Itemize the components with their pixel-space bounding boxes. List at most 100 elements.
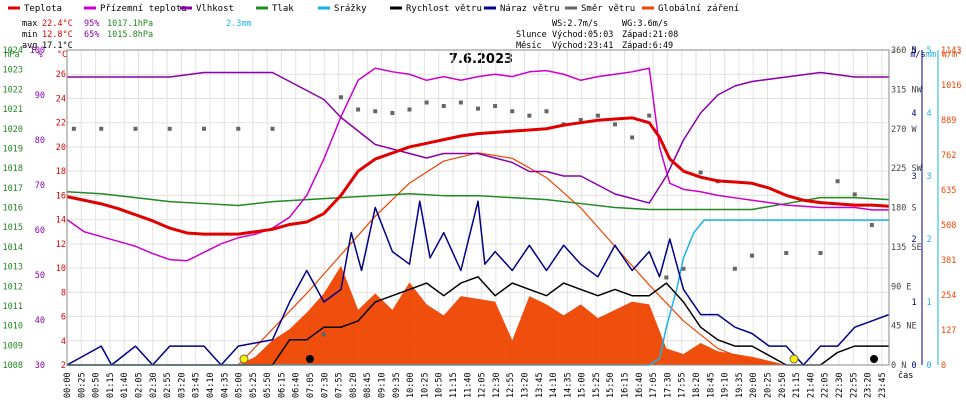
wind-direction-point (390, 111, 395, 115)
moonset-marker-icon (306, 355, 314, 363)
wind-direction-point (167, 126, 172, 131)
x-tick-label: 00:00 (63, 372, 73, 398)
wind-direction-point (630, 135, 635, 140)
x-tick-label: 10:00 (406, 372, 416, 398)
stats-max-temp: 22.4°C (42, 19, 73, 29)
x-tick-label: 21:15 (792, 372, 802, 398)
x-tick-label: 02:55 (163, 372, 173, 398)
legend-entry: Tlak (272, 4, 294, 14)
tick-label-mm: 1 (926, 298, 931, 308)
tick-label-ms: 1 (911, 298, 916, 308)
legend-entry: Teplota (24, 4, 62, 14)
x-tick-label: 11:15 (449, 372, 459, 398)
info-moon-rise: Východ:23:41 (552, 41, 613, 51)
info-sun-label: Slunce (516, 30, 547, 40)
tick-label-temp: 8 (61, 288, 66, 298)
x-tick-label: 22:30 (835, 372, 845, 398)
x-tick-label: 01:40 (120, 372, 130, 398)
wind-direction-point (750, 253, 754, 258)
x-tick-label: 09:10 (378, 372, 388, 398)
series-line-p-zemn-teplota (66, 67, 889, 262)
x-tick-label: 07:55 (335, 372, 345, 398)
x-tick-label: 15:25 (592, 372, 602, 398)
tick-label-pct: 70 (35, 181, 45, 191)
x-tick-label: 04:35 (220, 372, 230, 398)
x-tick-label: 17:55 (678, 372, 688, 398)
wind-direction-point (544, 109, 549, 114)
x-tick-label: 08:20 (349, 372, 359, 398)
tick-label-deg: 0 N (891, 361, 906, 371)
tick-label-wm2: 381 (941, 256, 956, 266)
x-tick-label: 14:10 (549, 372, 559, 398)
tick-label-wm2: 508 (941, 221, 956, 231)
sunset-marker-icon (789, 354, 799, 364)
axis-title-deg: ° (890, 50, 895, 60)
x-tick-label: 07:30 (320, 372, 330, 398)
info-block: WS:2.7m/s WG:3.6m/s Slunce Východ:05:03 … (516, 19, 678, 51)
wind-direction-point (578, 118, 583, 122)
x-tick-label: 10:50 (435, 372, 445, 398)
wind-direction-point (698, 170, 703, 175)
tick-label-ms: 0 (911, 361, 916, 371)
x-tick-label: 09:35 (392, 372, 402, 398)
x-tick-label: 17:05 (649, 372, 659, 398)
tick-label-pct: 60 (35, 226, 45, 236)
series-line-sr-ky (67, 219, 889, 366)
x-tick-label: 17:30 (663, 372, 673, 398)
series-line-vlhkost (67, 71, 889, 204)
wind-direction-point (133, 126, 138, 131)
x-tick-label: 04:10 (206, 372, 216, 398)
x-tick-label: 12:30 (492, 372, 502, 398)
wind-direction-point (527, 113, 532, 118)
tick-label-deg: 135 SE (891, 243, 922, 253)
tick-label-temp: 6 (61, 313, 66, 323)
wind-direction-point (476, 106, 480, 111)
tick-label-wm2: 635 (941, 186, 956, 196)
info-wg: WG:3.6m/s (622, 19, 668, 29)
x-tick-label: 12:55 (506, 372, 516, 398)
wind-direction-point (869, 223, 874, 227)
tick-label-temp: 22 (56, 119, 66, 129)
wind-direction-point (835, 179, 840, 184)
tick-label-pct: 50 (35, 271, 45, 281)
wind-direction-point (852, 192, 857, 197)
wind-direction-point (270, 126, 275, 131)
tick-label-hpa: 1009 (3, 341, 23, 351)
tick-label-mm: 5 (926, 46, 931, 56)
tick-label-pct: 40 (35, 316, 45, 326)
moonrise-marker-icon (870, 355, 878, 363)
wind-direction-point (732, 266, 737, 271)
tick-label-hpa: 1016 (3, 204, 23, 214)
tick-label-temp: 4 (61, 337, 66, 347)
tick-label-temp: 20 (56, 143, 66, 153)
tick-label-mm: 4 (926, 109, 931, 119)
x-tick-label: 11:40 (463, 372, 473, 398)
wind-direction-point (407, 107, 412, 112)
series-line-teoretick-z-en- (237, 152, 787, 366)
tick-label-hpa: 1008 (3, 361, 23, 371)
tick-label-deg: 270 W (891, 125, 917, 135)
stats-max-label: max (22, 19, 37, 29)
x-tick-label: 20:50 (778, 372, 788, 398)
series-line-tlak (66, 191, 890, 211)
wind-direction-point (71, 126, 76, 131)
x-tick-label: 22:05 (821, 372, 831, 398)
stats-min-temp: 12.8°C (42, 30, 73, 40)
x-tick-label: 19:10 (721, 372, 731, 398)
x-tick-label: 03:20 (177, 372, 187, 398)
tick-label-mm: 0 (926, 361, 931, 371)
tick-label-hpa: 1014 (3, 243, 23, 253)
sunrise-marker-icon (239, 354, 249, 364)
info-sun-set: Západ:21:08 (622, 30, 678, 40)
wind-direction-point (613, 122, 617, 127)
tick-label-wm2: 254 (941, 291, 956, 301)
wind-direction-point (818, 251, 823, 255)
x-tick-label: 00:25 (77, 372, 87, 398)
tick-label-wm2: 0 (941, 361, 946, 371)
stats-avg-label: avg (22, 41, 37, 51)
wind-direction-point (681, 266, 686, 271)
x-tick-label: 20:25 (763, 372, 773, 398)
info-ws: WS:2.7m/s (552, 19, 598, 29)
x-tick-label: 18:45 (706, 372, 716, 398)
legend-entry: Srážky (334, 4, 367, 14)
